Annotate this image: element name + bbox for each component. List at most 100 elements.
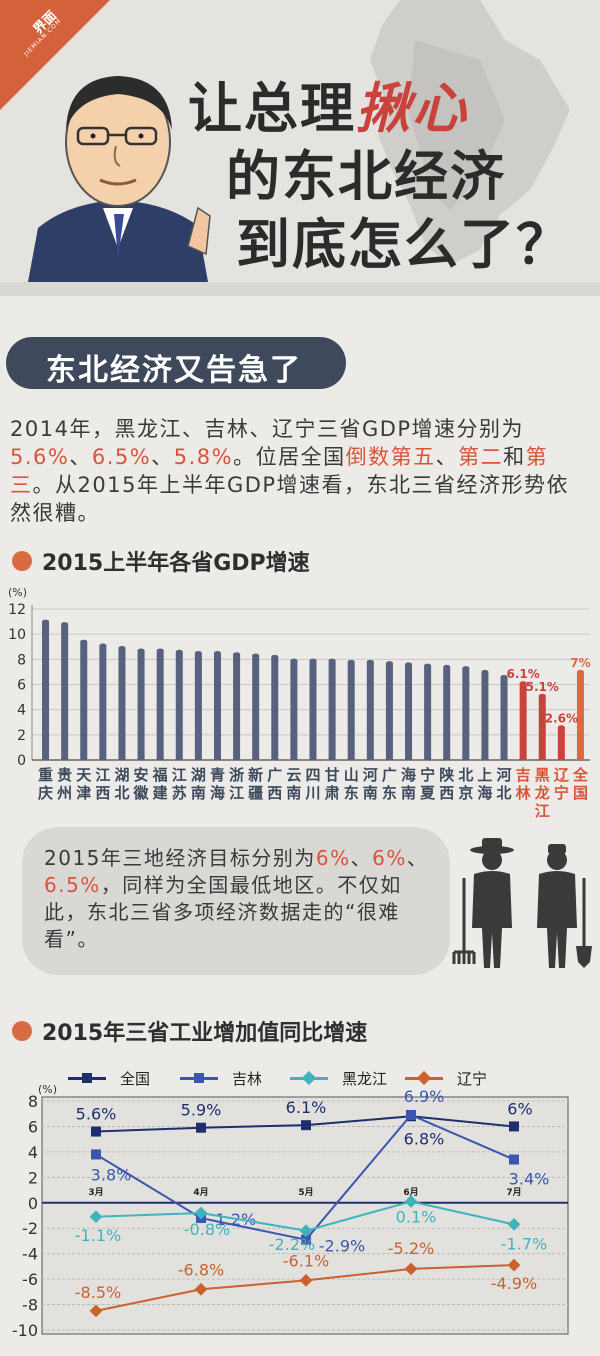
data-point (299, 1224, 313, 1238)
x-tick-label: 浙 (229, 766, 244, 784)
legend-swatch (290, 1070, 328, 1086)
bar-cap (61, 622, 69, 627)
bubble-highlight: 6% (315, 846, 351, 870)
legend-swatch (180, 1073, 218, 1083)
legend-swatch (405, 1070, 443, 1086)
bar-cap (80, 639, 88, 644)
x-tick-label: 吉 (516, 766, 531, 784)
bar (137, 650, 145, 760)
bar (366, 661, 374, 760)
bar (576, 671, 584, 760)
farmers-icon (452, 838, 592, 968)
intro-text: 。从2015年上半年GDP增速看，东北三省经济形势依然很糟。 (10, 473, 570, 525)
banner-title: 东北经济又告急了 (46, 353, 302, 388)
bar-cap (194, 651, 202, 656)
intro-text: 和 (503, 445, 526, 469)
bar (80, 641, 88, 760)
bar (194, 653, 202, 760)
y-tick-label: -4 (22, 1245, 38, 1264)
legend-item: 吉林 (180, 1068, 262, 1089)
industry-line-chart: (%)8 6 4 2 0 -2 -4 -6 -8 -10 3月 4月 5月 6月 7月 5.6% 5.9% 6.1… (12, 1083, 569, 1340)
bar-cap (252, 653, 260, 658)
x-tick-label: 疆 (248, 784, 263, 802)
bar-cap (557, 725, 565, 730)
x-tick-label: 陕 (439, 766, 454, 784)
x-tick-label: 海 (401, 766, 416, 784)
gdp-bar-chart: (%)024681012重庆贵州天津江西湖北安徽福建江苏湖南青海浙江新疆广西云南… (8, 586, 591, 820)
bar (99, 645, 107, 760)
x-tick-label: 夏 (419, 784, 436, 802)
data-label: 3.4% (509, 1170, 550, 1189)
y-tick-label: -8 (22, 1296, 38, 1315)
bullet-dot (12, 551, 32, 571)
x-tick-label: 全 (572, 766, 589, 784)
x-tick-label: 南 (363, 784, 378, 802)
x-tick-label: 安 (134, 766, 149, 784)
x-tick-label: 东 (344, 784, 359, 802)
intro-paragraph: 2014年，黑龙江、吉林、辽宁三省GDP增速分别为5.6%、6.5%、5.8%。… (10, 415, 590, 527)
bar-cap (481, 669, 489, 674)
bubble-text-part: 、 (406, 846, 429, 870)
data-label: 3.8% (91, 1165, 132, 1184)
x-tick-label: 黑 (535, 766, 550, 784)
y-tick-label: 4 (28, 1143, 38, 1162)
x-tick-label: 宁 (554, 784, 569, 802)
data-label: -1.2% (210, 1210, 256, 1229)
x-tick-label: 徽 (133, 784, 150, 802)
data-label: -1.1% (75, 1226, 121, 1245)
intro-text: 2014年，黑龙江、吉林、辽宁三省GDP增速分别为 (10, 417, 525, 441)
bar (443, 666, 451, 760)
x-tick-label: 南 (401, 784, 416, 802)
x-tick-label: 海 (210, 784, 225, 802)
y-tick-label: 10 (8, 627, 26, 643)
x-tick-label: 西 (95, 784, 110, 802)
bar (328, 660, 336, 760)
bar (252, 655, 260, 760)
premier-caricature (28, 76, 211, 282)
x-tick-label: 庆 (38, 784, 53, 802)
bar-cap (328, 658, 336, 663)
y-tick-label: 6 (28, 1117, 38, 1136)
y-tick-label: 12 (8, 602, 26, 618)
intro-highlight: 5.6% (10, 445, 70, 469)
data-point (406, 1109, 416, 1120)
x-tick-label: 山 (344, 766, 359, 784)
bar (309, 660, 317, 760)
section-heading-text: 2015年三省工业增加值同比增速 (42, 1021, 368, 1046)
bar (213, 653, 221, 760)
data-point (89, 1304, 103, 1318)
bar (481, 671, 489, 760)
x-tick-label: 南 (286, 784, 301, 802)
bar-cap (538, 693, 546, 698)
x-tick-label: 川 (304, 784, 320, 802)
bar-cap (576, 669, 584, 674)
x-tick-label: 江 (229, 784, 244, 802)
bar-cap (424, 663, 432, 668)
intro-text: 、 (69, 445, 92, 469)
bar-cap (137, 648, 145, 653)
y-tick-label: 0 (28, 1194, 38, 1213)
x-tick-label: 7月 (506, 1187, 521, 1198)
x-tick-label: 河 (363, 766, 378, 784)
bar (271, 656, 279, 760)
bar-cap (271, 654, 279, 659)
bar (347, 661, 355, 760)
target-info-bubble: 2015年三地经济目标分别为6%、6%、6.5%，同样为全国最低地区。不仅如此，… (22, 827, 450, 975)
x-tick-label: 建 (153, 784, 169, 802)
data-label: 5.6% (76, 1105, 117, 1124)
x-tick-label: 林 (516, 784, 532, 802)
intro-highlight: 第二 (458, 445, 504, 469)
data-point (194, 1282, 208, 1296)
bar (500, 676, 508, 760)
bar (61, 624, 69, 760)
x-tick-label: 龙 (534, 784, 550, 802)
section-heading-text: 2015上半年各省GDP增速 (42, 551, 310, 576)
data-point (301, 1120, 311, 1131)
northeast-map-silhouette (370, 0, 570, 265)
bar-value-label: 6.1% (506, 667, 539, 681)
data-point (196, 1122, 206, 1133)
bar-cap (118, 646, 126, 651)
x-tick-label: 广 (267, 766, 282, 784)
x-tick-label: 四 (305, 766, 320, 784)
y-tick-label: 8 (28, 1092, 38, 1111)
